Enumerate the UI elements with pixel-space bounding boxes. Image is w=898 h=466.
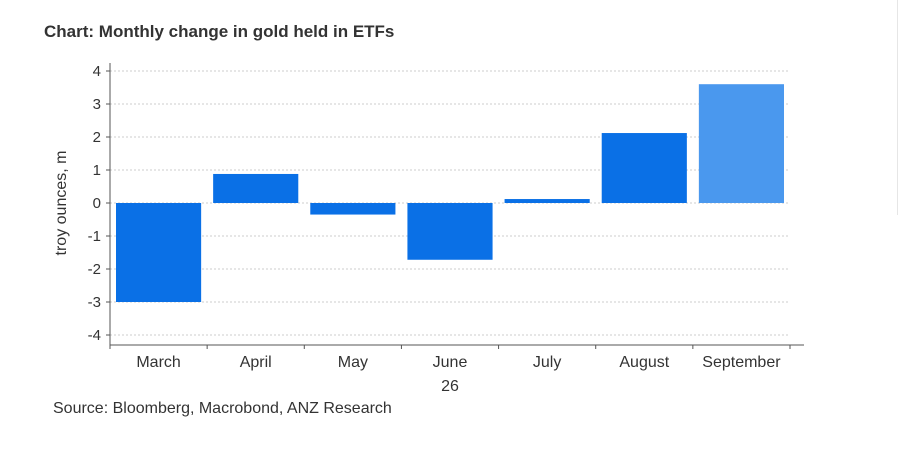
x-tick-label: April [240,354,272,371]
bar-july [504,199,590,203]
bar-april [213,173,299,203]
chart-title: Chart: Monthly change in gold held in ET… [44,22,395,41]
y-axis-label: troy ounces, m [53,151,70,256]
x-sublabel: 26 [441,378,459,395]
y-tick-label: -2 [88,261,101,278]
x-tick-label: June [433,354,468,371]
y-tick-label: -3 [88,294,101,311]
y-tick-label: -4 [88,327,101,344]
x-tick-label: July [533,354,561,371]
y-tick-label: 0 [93,195,101,212]
scroll-edge [893,0,898,215]
bar-september [698,84,784,203]
bar-may [310,203,396,215]
y-tick-label: 3 [93,96,101,113]
x-tick-label: September [702,354,781,371]
x-tick-label: May [338,354,368,371]
bar-march [116,203,202,302]
y-tick-label: -1 [88,228,101,245]
y-tick-label: 2 [93,129,101,146]
bar-august [601,133,687,203]
x-tick-label: March [136,354,180,371]
bar-june [407,203,493,260]
x-tick-label: August [619,354,669,371]
y-tick-label: 4 [93,63,101,80]
y-tick-label: 1 [93,162,101,179]
source-note: Source: Bloomberg, Macrobond, ANZ Resear… [53,400,392,417]
